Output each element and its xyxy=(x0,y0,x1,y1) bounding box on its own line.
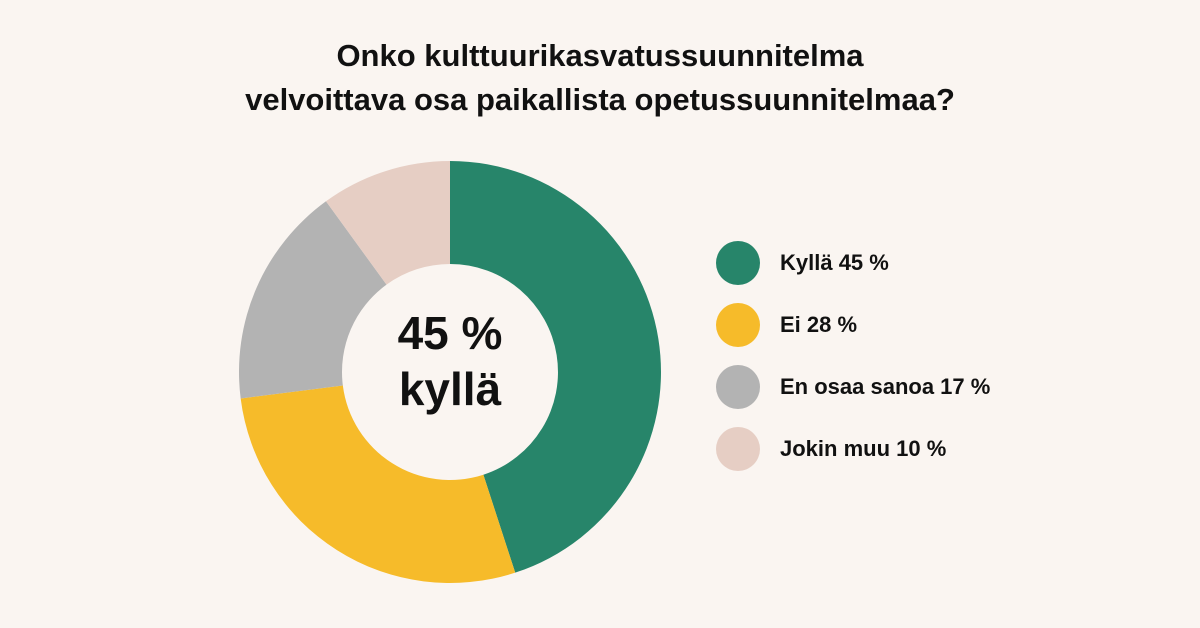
legend-swatch-jokin-muu xyxy=(716,427,760,471)
legend: Kyllä 45 % Ei 28 % En osaa sanoa 17 % Jo… xyxy=(716,240,990,488)
slice-kylla xyxy=(450,161,661,573)
center-label-text: kyllä xyxy=(398,363,502,415)
slice-ei xyxy=(240,385,516,583)
legend-label-ei: Ei 28 % xyxy=(780,312,858,337)
legend-label-en-osaa-sanoa: En osaa sanoa 17 % xyxy=(780,374,991,399)
legend-item-jokin-muu: Jokin muu 10 % xyxy=(716,426,990,472)
legend-label-kylla: Kyllä 45 % xyxy=(780,250,889,275)
chart-title-line-2: velvoittava osa paikallista opetussuunni… xyxy=(245,82,955,117)
legend-swatch-ei xyxy=(716,303,760,347)
chart-title-line-1: Onko kulttuurikasvatussuunnitelma xyxy=(336,38,864,73)
center-label-value: 45 % xyxy=(397,307,503,359)
legend-item-en-osaa-sanoa: En osaa sanoa 17 % xyxy=(716,364,990,410)
legend-swatch-en-osaa-sanoa xyxy=(716,365,760,409)
legend-item-kylla: Kyllä 45 % xyxy=(716,240,990,286)
center-label: 45 % kyllä xyxy=(340,305,560,417)
slice-en-osaa-sanoa xyxy=(238,201,387,399)
legend-item-ei: Ei 28 % xyxy=(716,302,990,348)
legend-swatch-kylla xyxy=(716,241,760,285)
chart-title: Onko kulttuurikasvatussuunnitelma velvoi… xyxy=(0,34,1200,122)
legend-label-jokin-muu: Jokin muu 10 % xyxy=(780,436,947,461)
slice-jokin-muu xyxy=(325,161,450,285)
